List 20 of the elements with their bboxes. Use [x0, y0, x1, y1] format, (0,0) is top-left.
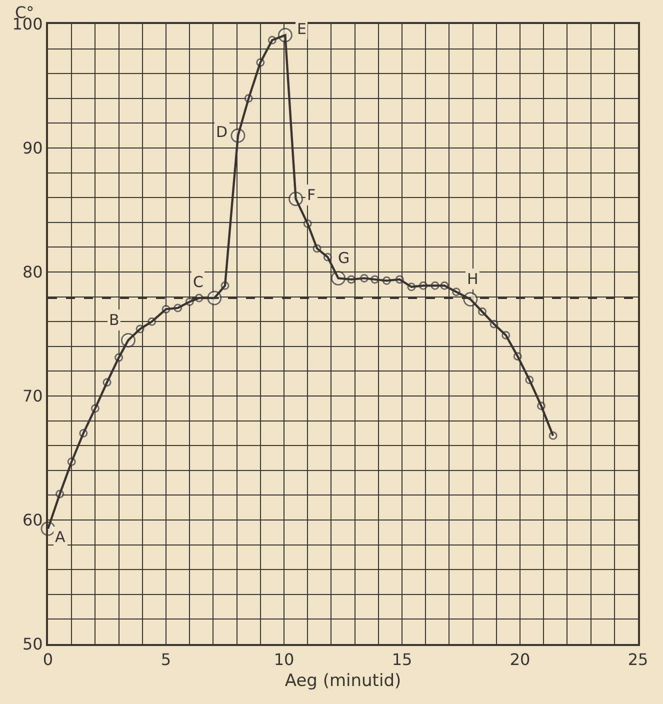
y-tick-label: 50 [22, 634, 43, 654]
annotation: F [307, 186, 316, 204]
x-tick-label: 10 [274, 650, 294, 670]
annotation: D [216, 123, 228, 141]
y-tick-label: 90 [22, 138, 43, 158]
annotation: G [338, 249, 350, 267]
y-tick-label: 60 [22, 510, 43, 530]
y-tick-label: 70 [22, 386, 43, 406]
annotation: H [467, 270, 478, 288]
x-tick-label: 25 [628, 650, 648, 670]
annotation: A [55, 528, 66, 546]
x-tick-label: 0 [42, 650, 54, 670]
x-axis-title: Aeg (minutid) [284, 671, 402, 692]
annotation: E [297, 20, 306, 38]
x-tick-label: 20 [510, 650, 530, 670]
x-tick-label: 5 [160, 650, 172, 670]
annotation: C [193, 273, 204, 291]
y-tick-label: 80 [22, 262, 43, 282]
annotation: B [109, 311, 120, 329]
x-tick-label: 15 [392, 650, 412, 670]
